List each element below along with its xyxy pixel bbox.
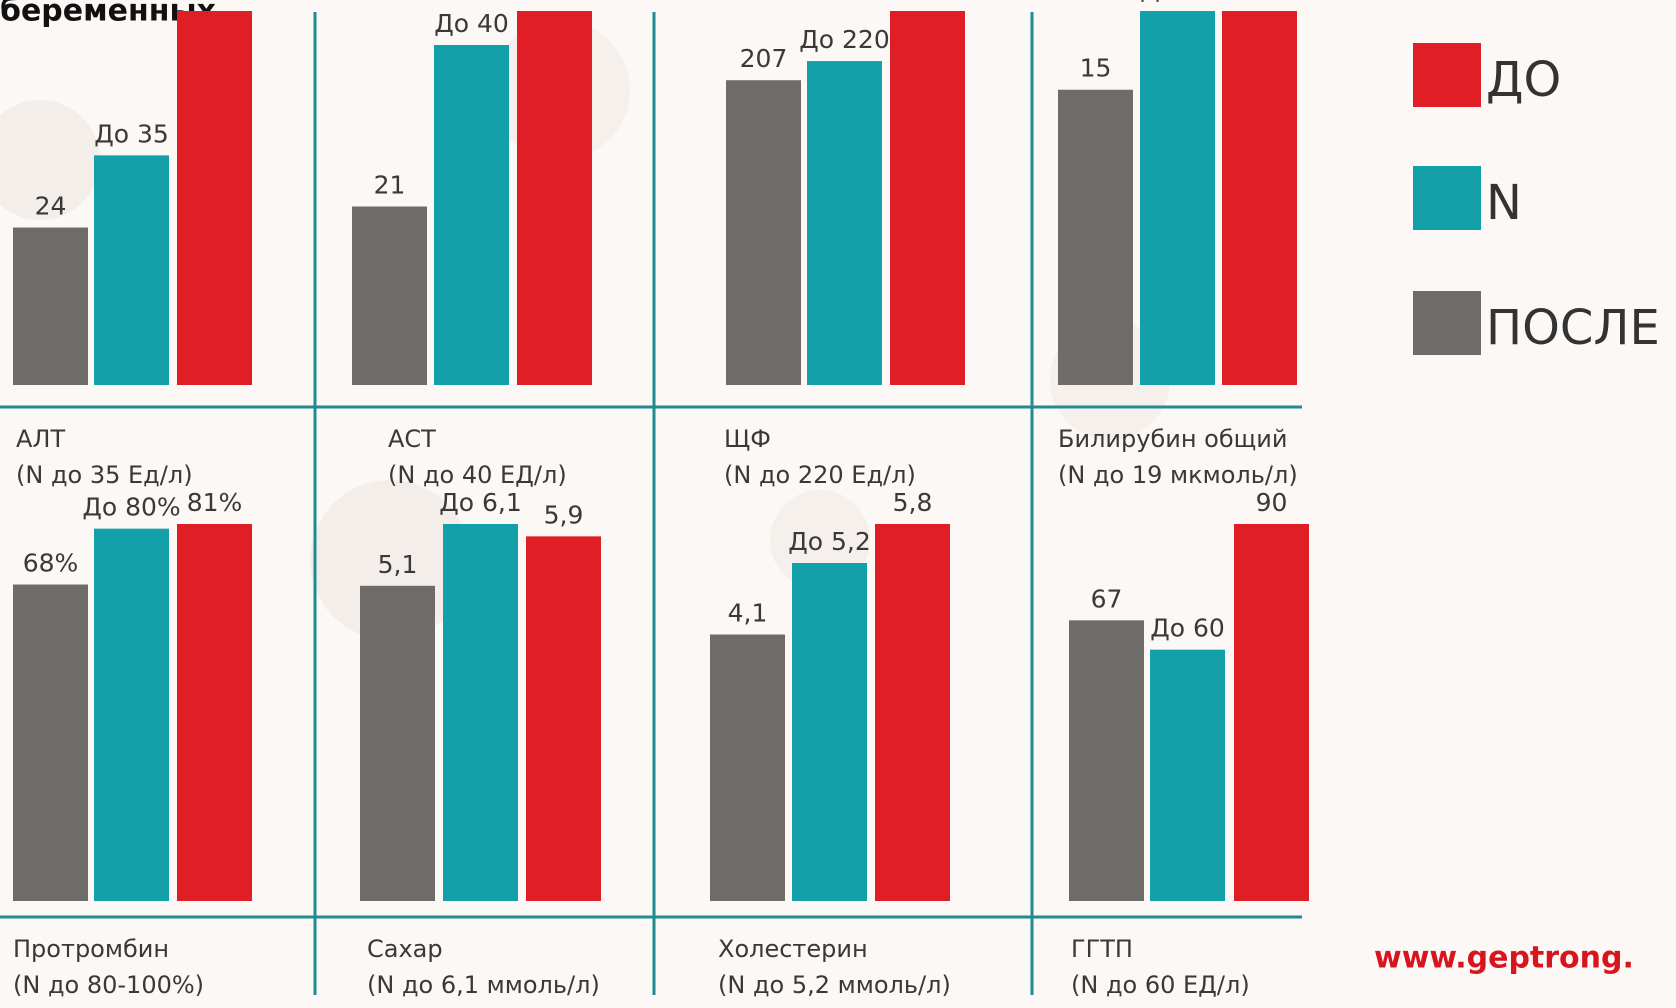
panel-title: Протромбин <box>13 935 169 963</box>
bar <box>13 585 88 901</box>
value-label: До 5,2 <box>788 527 871 556</box>
value-label: 67 <box>1091 584 1123 613</box>
bar <box>1234 524 1309 901</box>
value-label: До 6,1 <box>439 488 522 517</box>
bar <box>94 529 169 901</box>
value-label: До 60 <box>1150 614 1225 643</box>
bar <box>526 536 601 901</box>
panel-subtitle: (N до 60 ЕД/л) <box>1071 971 1250 999</box>
footer-url: www.geptrong. <box>1374 941 1634 976</box>
bar <box>517 11 592 385</box>
panel-title: АЛТ <box>16 425 65 453</box>
bar <box>1058 90 1133 385</box>
value-label: 68% <box>23 549 79 578</box>
panel-title: Сахар <box>367 935 443 963</box>
value-label: 24 <box>35 192 67 221</box>
bar <box>792 563 867 901</box>
legend-label: N <box>1486 175 1522 231</box>
bar <box>1150 650 1225 901</box>
value-label: До 80% <box>82 493 180 522</box>
value-label: До 220 <box>799 25 890 54</box>
bar <box>177 11 252 385</box>
bar <box>726 80 801 385</box>
page: {"title": "беременных", "legend": [{"nam… <box>0 0 1676 1008</box>
value-label: 207 <box>740 44 788 73</box>
panel-subtitle: (N до 80-100%) <box>13 971 204 999</box>
bar <box>94 155 169 385</box>
value-label: 57 <box>199 0 231 4</box>
panel-subtitle: (N до 5,2 ммоль/л) <box>718 971 951 999</box>
bar <box>890 11 965 385</box>
bar <box>875 524 950 901</box>
panel-subtitle: (N до 35 Ед/л) <box>16 461 193 489</box>
value-label: 4,1 <box>728 599 768 628</box>
value-label: 81% <box>187 488 243 517</box>
panel-subtitle: (N до 220 Ед/л) <box>724 461 916 489</box>
panel-title: ГГТП <box>1071 935 1133 963</box>
bar <box>1222 11 1297 385</box>
legend-swatch <box>1413 166 1481 230</box>
legend-label: ПОСЛЕ <box>1486 300 1660 356</box>
bar <box>360 586 435 901</box>
bar <box>1140 11 1215 385</box>
panel-title: АСТ <box>388 425 436 453</box>
panel-title: ЩФ <box>724 425 771 453</box>
value-label: 5,9 <box>544 500 584 529</box>
value-label: 5,1 <box>378 550 418 579</box>
panel-title: Холестерин <box>718 935 868 963</box>
bar <box>443 524 518 901</box>
panel-subtitle: (N до 40 ЕД/л) <box>388 461 567 489</box>
panel-subtitle: (N до 6,1 ммоль/л) <box>367 971 600 999</box>
value-label: До 35 <box>94 119 169 148</box>
bar <box>807 61 882 385</box>
panel-subtitle: (N до 19 мкмоль/л) <box>1058 461 1298 489</box>
legend-label: ДО <box>1486 52 1561 108</box>
bar <box>1069 620 1144 901</box>
bar <box>352 207 427 386</box>
value-label: До 40 <box>434 9 509 38</box>
legend-swatch <box>1413 43 1481 107</box>
bar <box>177 524 252 901</box>
value-label: 90 <box>1256 488 1288 517</box>
value-label: 44 <box>539 0 571 4</box>
value-label: 21 <box>374 171 406 200</box>
bar <box>710 635 785 902</box>
bar <box>13 228 88 385</box>
infographic: беременных www.geptrong. ДОNПОСЛЕ24До 35… <box>0 0 1676 1008</box>
legend-swatch <box>1413 291 1481 355</box>
bar <box>434 45 509 385</box>
panel-title: Билирубин общий <box>1058 425 1287 453</box>
value-label: До 19 <box>1140 0 1215 4</box>
value-label: 19 <box>1244 0 1276 4</box>
value-label: 15 <box>1080 54 1112 83</box>
value-label: 5,8 <box>893 488 933 517</box>
value-label: 254 <box>904 0 952 4</box>
